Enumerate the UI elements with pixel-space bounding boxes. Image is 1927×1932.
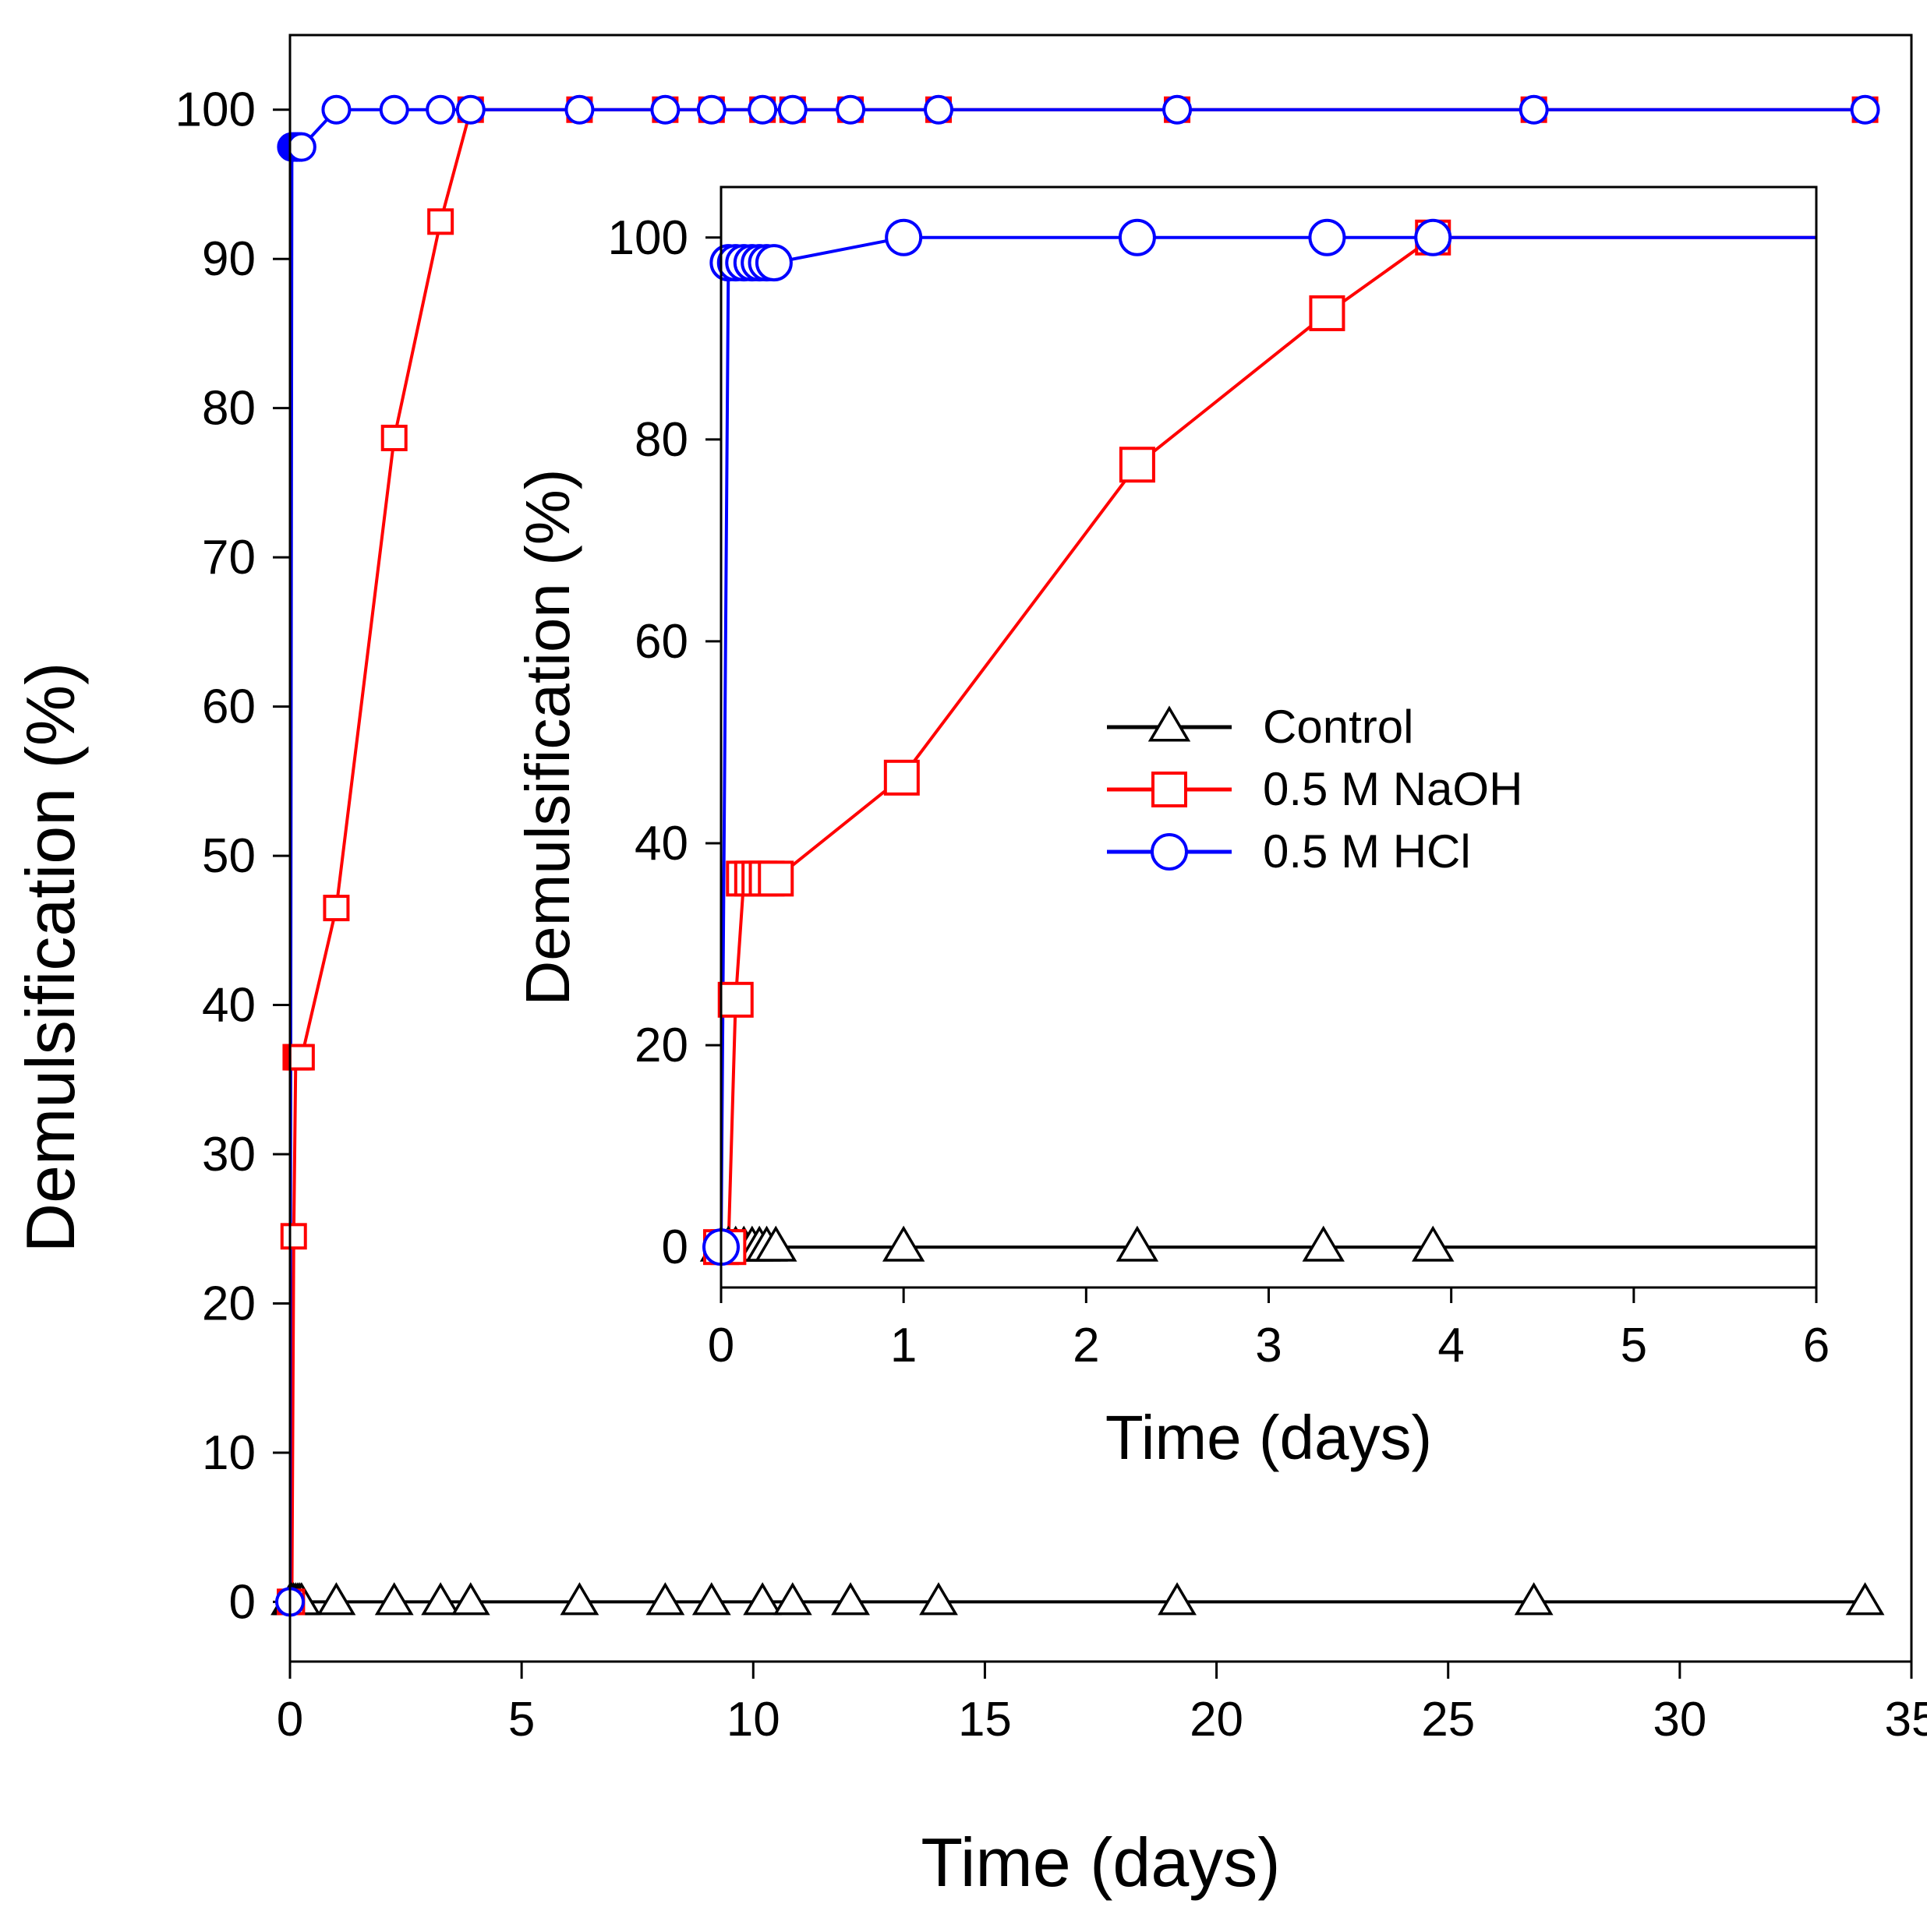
main-y-tick-label: 20 — [202, 1277, 256, 1330]
main-y-tick-label: 60 — [202, 680, 256, 734]
inset-point-0-5-m-naoh — [1119, 447, 1155, 483]
inset-x-tick-label: 0 — [708, 1319, 734, 1372]
main-y-axis-label: Demulsification (%) — [12, 662, 89, 1253]
inset-y-tick-label: 40 — [635, 817, 688, 871]
main-point-0-5-m-hcl — [1850, 94, 1880, 125]
main-point-0-5-m-naoh — [380, 424, 408, 451]
main-y-tick-label: 50 — [202, 829, 256, 883]
inset-y-axis-label: Demulsification (%) — [513, 468, 582, 1005]
main-point-control — [1514, 1582, 1554, 1616]
inset-y-tick-label: 80 — [635, 413, 688, 467]
inset-point-0-5-m-naoh — [1309, 295, 1345, 331]
inset-x-axis-label: Time (days) — [1105, 1403, 1432, 1472]
main-point-0-5-m-naoh — [280, 1223, 307, 1250]
inset-point-0-5-m-hcl — [1308, 218, 1346, 256]
inset-point-control — [1116, 1225, 1159, 1262]
main-y-tick-label: 0 — [229, 1575, 256, 1629]
inset-plot-frame — [720, 185, 1818, 1289]
main-point-control — [831, 1582, 870, 1616]
inset-point-0-5-m-naoh — [883, 759, 920, 796]
inset-point-control — [882, 1225, 925, 1262]
main-point-0-5-m-hcl — [748, 94, 778, 125]
main-x-axis-label: Time (days) — [921, 1824, 1280, 1901]
inset-x-tick-label: 3 — [1255, 1319, 1282, 1372]
main-point-control — [691, 1582, 731, 1616]
main-point-0-5-m-hcl — [286, 132, 316, 162]
main-point-control — [1845, 1582, 1885, 1616]
legend-marker-0-5-m-hcl — [1151, 833, 1188, 871]
inset-y-tick-label: 20 — [635, 1019, 688, 1072]
main-point-0-5-m-naoh — [323, 895, 350, 922]
main-point-0-5-m-hcl — [696, 94, 727, 125]
main-chart: 0 5 10 15 20 25 30 350102030405060708090100Time… — [12, 34, 1927, 1901]
main-point-0-5-m-hcl — [379, 94, 409, 125]
inset-point-0-5-m-hcl — [755, 244, 793, 282]
main-point-control — [919, 1582, 958, 1616]
inset-plot-background — [721, 187, 1816, 1287]
inset-point-0-5-m-hcl — [1118, 218, 1156, 256]
main-point-control — [560, 1582, 599, 1616]
inset-x-tick-label: 4 — [1437, 1319, 1464, 1372]
main-point-0-5-m-naoh — [427, 208, 454, 235]
inset-y-tick-label: 0 — [662, 1220, 688, 1274]
inset-point-control — [1302, 1225, 1345, 1262]
main-x-tick-label: 15 — [958, 1693, 1012, 1747]
main-x-tick-label: 10 — [727, 1693, 780, 1747]
legend-label-control: Control — [1263, 701, 1413, 753]
main-x-tick-label: 5 — [508, 1693, 535, 1747]
main-point-control — [743, 1582, 783, 1616]
main-y-tick-label: 30 — [202, 1128, 256, 1181]
legend-label-0-5-m-naoh: 0.5 M NaOH — [1263, 763, 1522, 815]
main-y-tick-label: 100 — [175, 83, 256, 137]
inset-x-tick-label: 1 — [890, 1319, 917, 1372]
main-point-0-5-m-naoh — [288, 1044, 315, 1071]
main-point-0-5-m-hcl — [777, 94, 808, 125]
legend-label-0-5-m-hcl: 0.5 M HCl — [1263, 825, 1471, 878]
main-plot-frame — [288, 34, 1913, 1663]
main-y-tick-label: 40 — [202, 979, 256, 1033]
inset-x-tick-label: 2 — [1073, 1319, 1099, 1372]
inset-x-tick-label: 5 — [1621, 1319, 1647, 1372]
inset-x-tick-label: 6 — [1803, 1319, 1830, 1372]
main-point-0-5-m-hcl — [836, 94, 866, 125]
main-point-0-5-m-hcl — [321, 94, 352, 125]
main-x-tick-label: 0 — [277, 1693, 303, 1747]
inset-point-control — [755, 1225, 797, 1262]
main-point-0-5-m-hcl — [1162, 94, 1193, 125]
inset-point-0-5-m-naoh — [717, 981, 754, 1018]
main-y-tick-label: 80 — [202, 382, 256, 436]
legend-marker-0-5-m-naoh — [1151, 772, 1187, 807]
main-point-control — [374, 1582, 414, 1616]
inset-legend: Control 0.5 M NaOH 0.5 M HCl — [1107, 701, 1522, 878]
legend-marker-control — [1147, 705, 1191, 742]
main-point-control — [421, 1582, 461, 1616]
inset-point-0-5-m-hcl — [1414, 218, 1452, 256]
main-y-tick-label: 90 — [202, 232, 256, 286]
main-x-tick-label: 25 — [1421, 1693, 1475, 1747]
main-point-0-5-m-hcl — [426, 94, 456, 125]
main-point-control — [451, 1582, 490, 1616]
main-point-0-5-m-hcl — [564, 94, 595, 125]
main-point-control — [773, 1582, 812, 1616]
inset-point-0-5-m-hcl — [885, 218, 923, 256]
inset-y-tick-label: 60 — [635, 615, 688, 669]
main-y-tick-label: 10 — [202, 1426, 256, 1480]
inset-point-0-5-m-naoh — [758, 860, 794, 897]
inset-point-control — [1412, 1225, 1455, 1262]
main-point-control — [645, 1582, 685, 1616]
main-x-tick-label: 30 — [1653, 1693, 1706, 1747]
main-point-0-5-m-hcl — [1519, 94, 1549, 125]
inset-y-tick-label: 100 — [608, 211, 688, 265]
main-x-tick-label: 35 — [1885, 1693, 1927, 1747]
main-point-0-5-m-hcl — [650, 94, 681, 125]
main-x-tick-label: 20 — [1190, 1693, 1243, 1747]
main-point-0-5-m-hcl — [455, 94, 486, 125]
main-point-0-5-m-hcl — [924, 94, 953, 125]
main-point-control — [316, 1582, 356, 1616]
main-y-tick-label: 70 — [202, 531, 256, 585]
main-point-control — [1158, 1582, 1197, 1616]
